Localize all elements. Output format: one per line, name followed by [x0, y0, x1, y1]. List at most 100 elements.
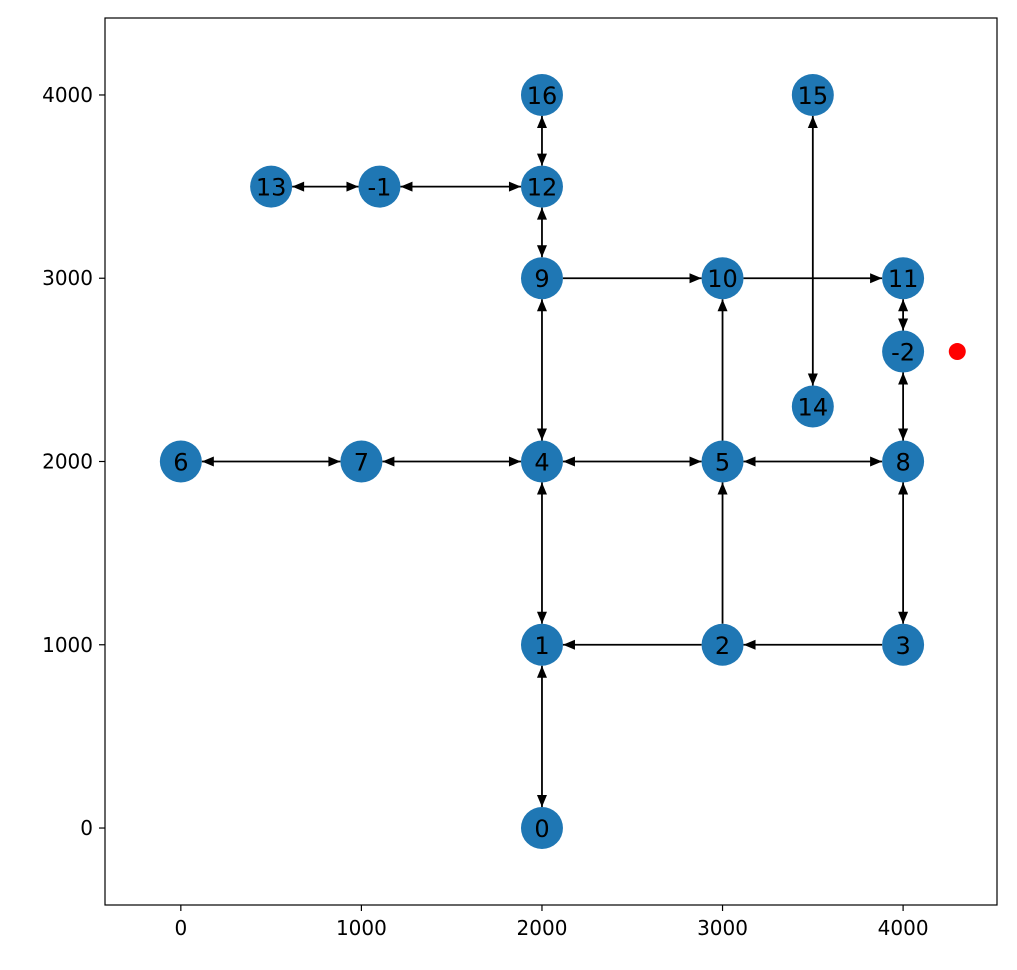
node-10: 10: [701, 257, 744, 300]
node-8: 8: [882, 440, 925, 483]
arrowhead: [717, 482, 728, 495]
node-circle: [882, 257, 925, 300]
node-15: 15: [791, 73, 834, 116]
node-circle: [701, 440, 744, 483]
edge-2-1: [562, 639, 702, 650]
edges-layer: [201, 115, 909, 808]
arrowhead: [536, 207, 547, 220]
edge-14-15: [807, 115, 818, 386]
node-circle: [250, 165, 293, 208]
node-circle: [701, 257, 744, 300]
x-tick-label: 3000: [697, 916, 748, 940]
node-3: 3: [882, 623, 925, 666]
node--1: -1: [358, 165, 401, 208]
arrowhead: [898, 299, 909, 312]
arrowhead: [292, 181, 305, 192]
edge-5-10: [717, 299, 728, 441]
arrowhead: [536, 115, 547, 128]
y-tick-label: 3000: [42, 266, 93, 290]
node-label: 13: [256, 174, 287, 202]
arrowhead: [508, 181, 521, 192]
node-label: 9: [534, 265, 549, 293]
node-label: 0: [534, 815, 549, 843]
node-circle: [701, 623, 744, 666]
edge-4-5: [562, 456, 702, 467]
arrowhead: [898, 611, 909, 624]
x-tick-label: 4000: [878, 916, 929, 940]
arrowhead: [536, 299, 547, 312]
arrowhead: [562, 639, 575, 650]
node-label: 7: [354, 449, 369, 477]
node-4: 4: [520, 440, 563, 483]
edge-4-9: [536, 299, 547, 441]
arrowhead: [201, 456, 214, 467]
edge-5-8: [743, 456, 883, 467]
arrowhead: [807, 373, 818, 386]
node-circle: [520, 73, 563, 116]
node-6: 6: [159, 440, 202, 483]
arrowhead: [536, 428, 547, 441]
node-label: 12: [527, 174, 558, 202]
node-label: 8: [895, 449, 910, 477]
arrowhead: [536, 611, 547, 624]
node-11: 11: [882, 257, 925, 300]
arrowhead: [536, 245, 547, 258]
node-2: 2: [701, 623, 744, 666]
edge-3-8: [898, 482, 909, 624]
node-label: 16: [527, 82, 558, 110]
node-circle: [520, 257, 563, 300]
edge-7-4: [382, 456, 521, 467]
arrowhead: [536, 665, 547, 678]
node-5: 5: [701, 440, 744, 483]
arrowhead: [898, 428, 909, 441]
node-circle: [791, 385, 834, 428]
arrowhead: [346, 181, 359, 192]
arrowhead: [536, 482, 547, 495]
node-14: 14: [791, 385, 834, 428]
node-circle: [159, 440, 202, 483]
edge-6-7: [201, 456, 341, 467]
edge-9-10: [562, 273, 702, 284]
node-label: 11: [888, 265, 919, 293]
y-axis: 0 1000 2000 3000 4000: [42, 83, 105, 840]
node-circle: [520, 623, 563, 666]
arrowhead: [898, 482, 909, 495]
x-axis: 0 1000 2000 3000 4000: [174, 905, 929, 940]
node-label: 4: [534, 449, 549, 477]
red-marker-point: [948, 343, 966, 361]
x-tick-label: 2000: [517, 916, 568, 940]
node-label: 10: [707, 265, 738, 293]
node-12: 12: [520, 165, 563, 208]
node-label: 15: [798, 82, 829, 110]
edge-8--2: [898, 372, 909, 441]
node-13: 13: [250, 165, 293, 208]
node-16: 16: [520, 73, 563, 116]
node-circle: [882, 330, 925, 373]
edge--1-12: [400, 181, 521, 192]
arrowhead: [508, 456, 521, 467]
node-circle: [520, 165, 563, 208]
node-1: 1: [520, 623, 563, 666]
edge-9-12: [536, 207, 547, 258]
node-circle: [358, 165, 401, 208]
arrowhead: [382, 456, 395, 467]
markers-layer: [948, 343, 966, 361]
node-circle: [882, 623, 925, 666]
y-tick-label: 1000: [42, 633, 93, 657]
node-circle: [520, 440, 563, 483]
x-tick-label: 1000: [336, 916, 387, 940]
node-circle: [791, 73, 834, 116]
arrowhead: [717, 299, 728, 312]
arrowhead: [898, 372, 909, 385]
edge-1-4: [536, 482, 547, 624]
y-tick-label: 4000: [42, 83, 93, 107]
node-0: 0: [520, 807, 563, 850]
node-label: 6: [173, 449, 188, 477]
node-circle: [520, 807, 563, 850]
x-tick-label: 0: [174, 916, 187, 940]
edge-0-1: [536, 665, 547, 808]
node-label: 14: [798, 394, 829, 422]
node--2: -2: [882, 330, 925, 373]
